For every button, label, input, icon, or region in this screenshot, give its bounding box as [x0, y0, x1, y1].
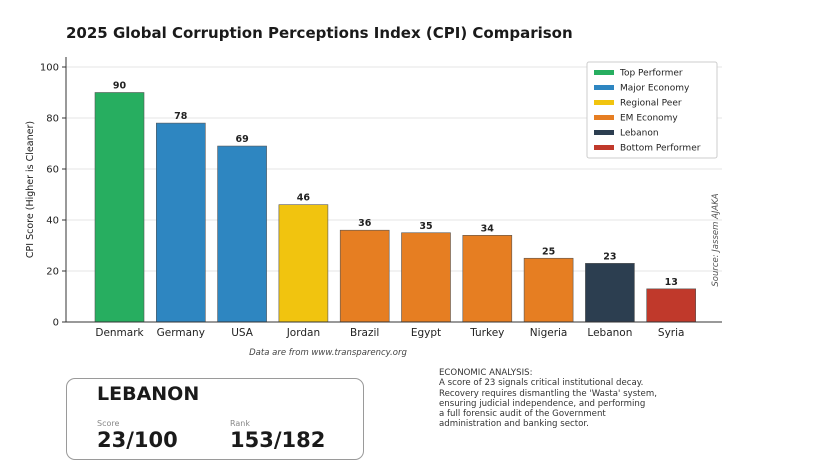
x-tick-label: Germany [157, 327, 205, 339]
bar-lebanon [585, 263, 635, 323]
legend-swatch [594, 145, 614, 150]
card-country-name: LEBANON [97, 383, 200, 405]
bar-denmark [94, 92, 145, 323]
x-tick-label: Jordan [286, 327, 320, 339]
x-tick-label: Turkey [469, 327, 504, 339]
rank-label: Rank [230, 419, 250, 428]
bar-value-label: 25 [542, 246, 555, 257]
economic-analysis: ECONOMIC ANALYSIS: A score of 23 signals… [439, 368, 739, 430]
legend-swatch [594, 100, 614, 105]
bar-usa [217, 145, 267, 323]
bar-value-label: 36 [358, 218, 372, 229]
score-label: Score [97, 419, 120, 428]
legend-label: Lebanon [620, 129, 659, 139]
bar-jordan [278, 204, 329, 323]
axes-group: 0 20 40 60 80 100 Denmark Germany USA Jordan Brazi… [40, 57, 722, 339]
bar-value-label: 69 [235, 134, 248, 145]
bar-value-label: 78 [174, 111, 188, 122]
analysis-line: A score of 23 signals critical instituti… [439, 378, 644, 389]
chart-title: 2025 Global Corruption Perceptions Index… [66, 24, 573, 42]
y-tick-label: 60 [46, 165, 59, 176]
legend-label: Top Performer [619, 69, 683, 79]
x-tick-label: Denmark [95, 327, 144, 339]
source-label: Source: Jassem AJAKA [711, 193, 721, 286]
y-tick-label: 80 [46, 114, 59, 125]
bar-nigeria [523, 257, 574, 323]
score-value: 23/100 [97, 428, 178, 452]
bar-turkey [462, 235, 513, 323]
bar-value-label: 46 [297, 193, 311, 204]
bar-value-label: 34 [481, 223, 495, 234]
bar-value-label: 13 [665, 277, 678, 288]
analysis-line: a full forensic audit of the Government [439, 409, 606, 420]
y-tick-label: 0 [53, 318, 59, 329]
bar-value-label: 23 [603, 251, 616, 262]
bar-value-label: 35 [419, 221, 432, 232]
analysis-line: administration and banking sector. [439, 419, 589, 430]
x-tick-label: Syria [658, 327, 685, 339]
legend-label: Regional Peer [620, 99, 682, 109]
y-tick-label: 40 [46, 216, 59, 227]
analysis-heading: ECONOMIC ANALYSIS: [439, 368, 533, 378]
bar-brazil [339, 229, 390, 323]
data-note: Data are from www.transparency.org [249, 348, 407, 358]
legend-label: Bottom Performer [620, 144, 701, 154]
bar-syria [646, 288, 697, 323]
bar-value-label: 90 [113, 81, 127, 92]
y-axis-label: CPI Score (Higher is Cleaner) [25, 121, 36, 258]
legend-swatch [594, 70, 614, 75]
legend: Top Performer Major Economy Regional Peer E… [586, 61, 718, 159]
legend-swatch [594, 115, 614, 120]
legend-box [586, 61, 718, 159]
x-tick-label: Egypt [411, 327, 441, 339]
rank-value: 153/182 [230, 428, 326, 452]
legend-label: Major Economy [620, 84, 690, 94]
legend-swatch [594, 85, 614, 90]
legend-swatch [594, 130, 614, 135]
x-tick-label: Nigeria [530, 327, 568, 339]
bars-group: 90 78 69 46 36 35 34 25 23 13 [94, 81, 697, 323]
x-tick-label: Brazil [350, 327, 379, 339]
x-tick-label: USA [231, 327, 254, 339]
x-tick-label: Lebanon [587, 327, 632, 339]
y-tick-label: 20 [46, 267, 59, 278]
analysis-line: ensuring judicial independence, and perf… [439, 398, 646, 409]
cpi-bar-chart: 2025 Global Corruption Perceptions Index… [25, 24, 722, 358]
analysis-line: Recovery requires dismantling the 'Wasta… [439, 388, 657, 399]
legend-label: EM Economy [620, 114, 678, 124]
bar-germany [156, 122, 206, 323]
y-tick-label: 100 [40, 63, 59, 74]
country-summary-card: LEBANON Score 23/100 Rank 153/182 [66, 378, 364, 460]
bar-egypt [401, 232, 451, 323]
